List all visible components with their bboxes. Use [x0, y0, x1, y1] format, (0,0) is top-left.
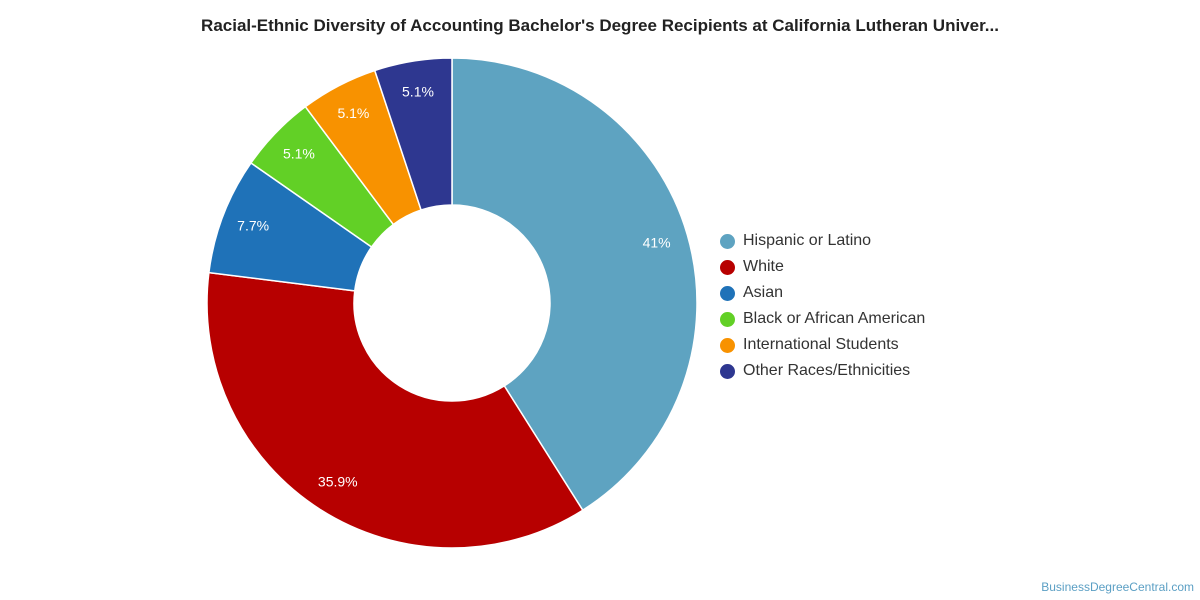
legend-item-international-students[interactable]: International Students	[720, 332, 925, 358]
slice-hispanic-or-latino	[451, 57, 698, 512]
legend-swatch-icon	[720, 285, 735, 301]
legend-label: Asian	[743, 284, 784, 301]
slice-label-black-or-african-american: 5.1%	[283, 146, 315, 162]
legend-item-white[interactable]: White	[720, 254, 925, 280]
legend-swatch-icon	[720, 363, 735, 379]
slice-label-asian: 7.7%	[237, 217, 269, 233]
legend-label: Hispanic or Latino	[743, 232, 872, 249]
legend-label: White	[743, 258, 784, 275]
legend-item-black-or-african-american[interactable]: Black or African American	[720, 306, 925, 332]
legend-swatch-icon	[720, 337, 735, 353]
source-credit: BusinessDegreeCentral.com	[1041, 580, 1194, 594]
slice-label-hispanic-or-latino: 41%	[643, 235, 671, 251]
slice-other-races-ethnicities	[373, 57, 453, 211]
slice-label-white: 35.9%	[318, 473, 358, 489]
legend-label: Black or African American	[743, 310, 926, 327]
legend-swatch-icon	[720, 259, 735, 275]
legend-label: Other Races/Ethnicities	[743, 362, 911, 379]
legend-item-asian[interactable]: Asian	[720, 280, 925, 306]
slice-label-other-races-ethnicities: 5.1%	[402, 83, 434, 99]
chart-legend: Hispanic or Latino White Asian Black or Afr…	[720, 228, 925, 384]
chart-title: Racial-Ethnic Diversity of Accounting Ba…	[201, 16, 999, 35]
slice-label-international-students: 5.1%	[337, 105, 369, 121]
donut-chart: 41% 35.9% 7.7% 5.1% 5.1% 5.1%	[206, 57, 698, 549]
slice-white	[206, 271, 584, 549]
legend-swatch-icon	[720, 233, 735, 249]
legend-item-other-races-ethnicities[interactable]: Other Races/Ethnicities	[720, 358, 925, 384]
legend-label: International Students	[743, 336, 899, 353]
legend-item-hispanic-or-latino[interactable]: Hispanic or Latino	[720, 228, 925, 254]
legend-swatch-icon	[720, 311, 735, 327]
